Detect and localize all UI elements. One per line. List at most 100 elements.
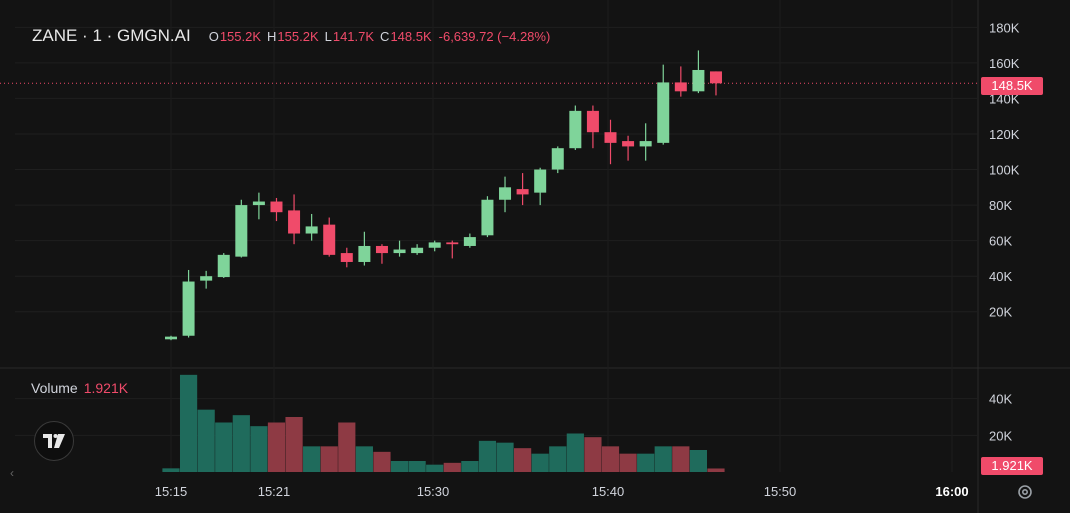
volume-bar [689,450,707,472]
volume-bar [619,453,637,472]
candle-body [446,242,459,245]
close-value: 148.5K [390,29,432,44]
volume-bar [531,453,549,472]
time-tick-label: 15:50 [764,484,797,499]
volume-bar [566,433,584,472]
time-tick-label: 15:30 [417,484,450,499]
candle-body [657,82,670,143]
volume-legend: Volume 1.921K [31,380,128,396]
candle-body [428,242,441,248]
candle-body [692,69,705,92]
volume-bar [654,446,672,472]
candle-body [393,249,406,254]
candle-body [569,110,582,149]
candle-body [165,336,177,340]
open-key: O [208,29,219,44]
volume-bar [232,415,250,472]
volume-bar [338,422,356,472]
last-price-tag: 148.5K [981,77,1043,95]
volume-bar [584,437,602,472]
price-tick-label: 20K [989,305,1012,320]
change-value: -6,639.72 (−4.28%) [438,29,551,44]
volume-bar [285,417,303,472]
price-tick-label: 40K [989,269,1012,284]
volume-bar [549,446,567,472]
volume-bar [496,442,514,472]
candle-body [586,110,599,133]
high-key: H [267,29,277,44]
candle-body [622,141,635,147]
candle-body [709,71,722,84]
volume-bar [355,446,373,472]
candle-body [551,148,564,170]
candle-body [463,237,476,246]
candle-body [639,141,652,147]
volume-label: Volume [31,380,78,396]
candlestick-series [165,50,722,341]
time-tick-label: 15:15 [155,484,188,499]
volume-bar [672,446,690,472]
volume-tick-label: 20K [989,428,1012,443]
volume-bar [267,422,286,472]
candle-body [358,245,371,262]
candle-body [499,187,512,200]
volume-tick-label: 40K [989,392,1012,407]
candle-body [375,245,388,254]
volume-bar [390,461,409,472]
volume-bar [478,440,497,472]
time-tick-label: 16:00 [935,484,968,499]
candle-body [674,82,687,92]
volume-value: 1.921K [83,380,129,396]
candle-body [323,224,336,255]
candle-body [270,201,283,213]
candle-body [604,132,617,143]
volume-bar [514,448,532,472]
time-tick-label: 15:40 [592,484,625,499]
candle-body [182,281,195,336]
volume-bar [162,468,180,472]
volume-bar [443,462,461,472]
gear-icon[interactable] [1016,483,1034,501]
volume-bar [601,446,620,472]
volume-bar [320,446,338,472]
candle-body [235,205,248,257]
close-key: C [380,29,390,44]
price-tick-label: 100K [989,163,1020,178]
symbol-title[interactable]: ZANE · 1 · GMGN.AI [32,26,191,45]
price-tick-label: 180K [989,20,1020,35]
candle-body [481,199,494,236]
volume-bar [303,446,321,472]
time-tick-label: 15:21 [258,484,291,499]
candle-body [288,210,301,234]
chevron-left-icon[interactable]: ‹ [10,466,14,480]
price-tick-label: 80K [989,198,1012,213]
candle-body [252,201,265,206]
candle-body [534,169,547,193]
price-tick-label: 60K [989,234,1012,249]
candle-body [340,253,353,262]
chart-legend: ZANE · 1 · GMGN.AI O 155.2K H 155.2K L 141.… [32,26,550,46]
candle-body [200,276,213,281]
price-tick-label: 140K [989,91,1020,106]
tradingview-logo-icon[interactable] [34,421,74,461]
volume-bar [637,453,655,472]
volume-bar [179,374,198,472]
candle-body [305,226,318,234]
volume-bar [373,451,391,472]
volume-bar [250,426,268,472]
candle-body [217,254,230,278]
volume-bar [408,461,426,472]
volume-series [162,374,725,472]
high-value: 155.2K [277,29,319,44]
last-volume-tag: 1.921K [981,457,1043,475]
price-tick-label: 160K [989,56,1020,71]
candle-body [516,189,529,195]
low-key: L [324,29,332,44]
open-value: 155.2K [219,29,262,44]
low-value: 141.7K [332,29,375,44]
volume-bar [215,422,233,472]
candle-body [411,247,424,254]
price-tick-label: 120K [989,127,1020,142]
